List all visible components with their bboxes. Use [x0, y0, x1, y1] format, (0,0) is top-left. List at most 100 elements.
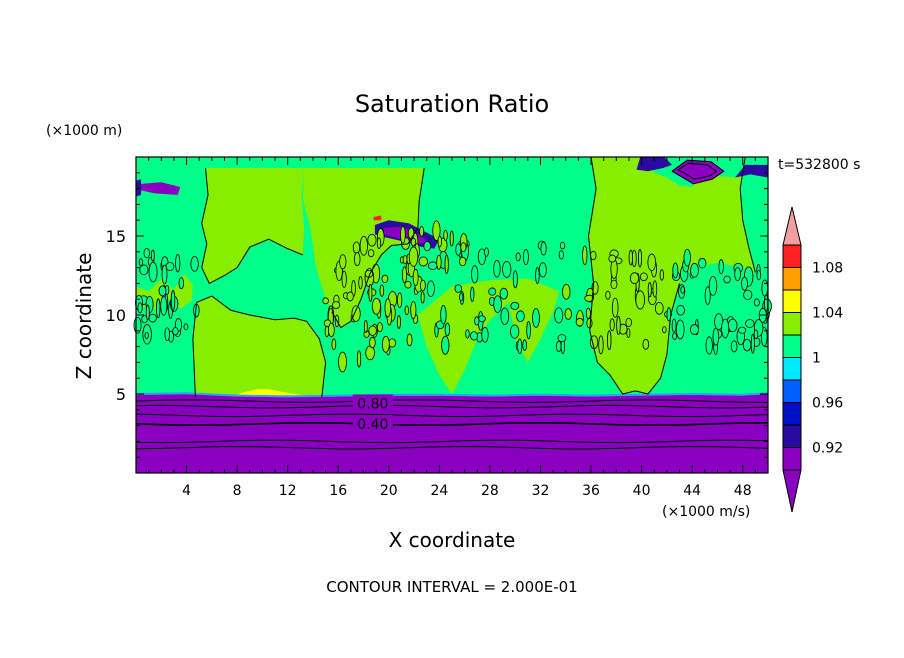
- speckle-4-6: [750, 333, 755, 354]
- speckle-3-42: [608, 254, 617, 263]
- speckle-5-15: [437, 235, 442, 248]
- speckle-2-21: [427, 261, 438, 270]
- speckle-3-19: [626, 328, 631, 338]
- speckle-0-19: [190, 256, 199, 272]
- speckle-3-29: [610, 279, 618, 290]
- region-upper-left: [201, 168, 305, 284]
- contour-label-bg-1: [352, 415, 393, 433]
- speckle-4-43: [753, 329, 759, 340]
- speckle-2-27: [470, 286, 475, 302]
- speckle-2-34: [477, 248, 486, 266]
- speckle-1-22: [397, 292, 403, 308]
- speckle-2-28: [540, 241, 547, 256]
- x-axis-label: X coordinate: [389, 528, 516, 552]
- x-tick-label-4: 20: [380, 483, 398, 499]
- speckle-0-37: [138, 258, 144, 267]
- contour-interval-note: CONTOUR INTERVAL = 2.000E-01: [326, 578, 577, 596]
- colorbar-bin-4: [782, 357, 802, 381]
- x-tick-label-9: 40: [633, 483, 651, 499]
- speckle-4-50: [742, 338, 752, 352]
- colorbar-bin-9: [782, 244, 802, 268]
- speckle-2-24: [444, 322, 451, 337]
- speckle-1-38: [369, 337, 376, 349]
- speckle-1-68: [339, 254, 347, 270]
- speckle-5-13: [460, 242, 467, 253]
- speckle-3-34: [607, 330, 612, 351]
- speckle-0-17: [148, 313, 157, 323]
- speckle-3-33: [635, 290, 645, 310]
- level-contour-4: [135, 439, 769, 444]
- speckle-5-8: [400, 225, 406, 244]
- contour-lines: [135, 156, 769, 450]
- speckle-1-24: [404, 305, 409, 316]
- speckle-2-16: [555, 340, 562, 353]
- x-tick-label-10: 44: [683, 483, 701, 499]
- speckle-3-25: [616, 315, 621, 335]
- speckle-2-23: [474, 316, 480, 326]
- speckle-5-9: [436, 254, 442, 270]
- x-tick-label-7: 32: [532, 483, 550, 499]
- level-contour-1: [135, 404, 769, 409]
- speckle-0-39: [160, 296, 168, 316]
- speckle-1-65: [418, 256, 428, 267]
- speckle-3-40: [647, 253, 657, 272]
- colorbar-top-arrow: [782, 206, 802, 246]
- speckle-0-36: [178, 277, 185, 290]
- speckle-1-33: [359, 235, 368, 256]
- outline-contour-6: [677, 162, 718, 180]
- speckle-1-11: [420, 291, 425, 304]
- speckle-3-41: [584, 294, 595, 302]
- speckle-2-43: [440, 304, 447, 325]
- contour-label-1: 0.40: [357, 417, 388, 433]
- speckle-5-17: [459, 256, 467, 267]
- colorbar-bin-5: [782, 334, 802, 358]
- speckle-0-18: [148, 261, 158, 283]
- speckle-5-10: [419, 226, 425, 237]
- speckle-1-59: [401, 266, 407, 284]
- patch-top-left-edge: [136, 179, 142, 197]
- speckle-3-14: [659, 269, 665, 281]
- region-middle: [417, 278, 560, 394]
- region-lower-layer: [136, 394, 768, 473]
- speckle-1-40: [381, 274, 389, 283]
- speckle-3-30: [628, 249, 633, 266]
- speckle-1-60: [331, 301, 341, 309]
- speckle-2-44: [499, 287, 508, 300]
- colorbar-bin-3: [782, 379, 802, 403]
- speckle-4-28: [704, 286, 711, 305]
- speckle-4-13: [753, 298, 760, 307]
- speckle-2-14: [516, 310, 525, 323]
- level-contour-0: [135, 399, 769, 403]
- speckle-5-18: [402, 255, 408, 265]
- speckle-3-13: [642, 338, 650, 350]
- speckle-2-49: [557, 334, 567, 342]
- speckle-0-7: [158, 285, 167, 297]
- x-tick-label-0: 4: [182, 483, 191, 499]
- level-contour-3: [135, 421, 769, 427]
- chart-title: Saturation Ratio: [355, 90, 549, 118]
- speckle-2-13: [558, 250, 564, 260]
- colorbar-bin-8: [782, 267, 802, 291]
- colorbar-label-4: 0.92: [812, 441, 843, 457]
- speckle-3-26: [585, 307, 591, 320]
- speckle-1-50: [327, 322, 335, 338]
- speckle-0-22: [150, 249, 155, 262]
- speckle-0-32: [183, 323, 189, 331]
- x-tick-label-6: 28: [481, 483, 499, 499]
- speckle-4-41: [734, 267, 741, 282]
- speckle-1-61: [363, 319, 368, 334]
- patch-top-right-b: [671, 160, 724, 184]
- region-lower-left: [192, 296, 326, 398]
- speckle-2-33: [502, 260, 512, 278]
- speckle-4-37: [683, 248, 691, 267]
- speckle-3-36: [609, 318, 615, 332]
- speckle-4-22: [756, 270, 762, 281]
- speckle-1-29: [419, 279, 426, 292]
- speckle-4-42: [672, 332, 678, 340]
- speckle-1-41: [322, 297, 329, 305]
- speckle-2-37: [532, 308, 540, 328]
- speckle-1-52: [331, 338, 337, 350]
- speckle-4-49: [761, 279, 769, 297]
- speckle-4-44: [741, 276, 748, 291]
- speckle-2-48: [515, 252, 521, 262]
